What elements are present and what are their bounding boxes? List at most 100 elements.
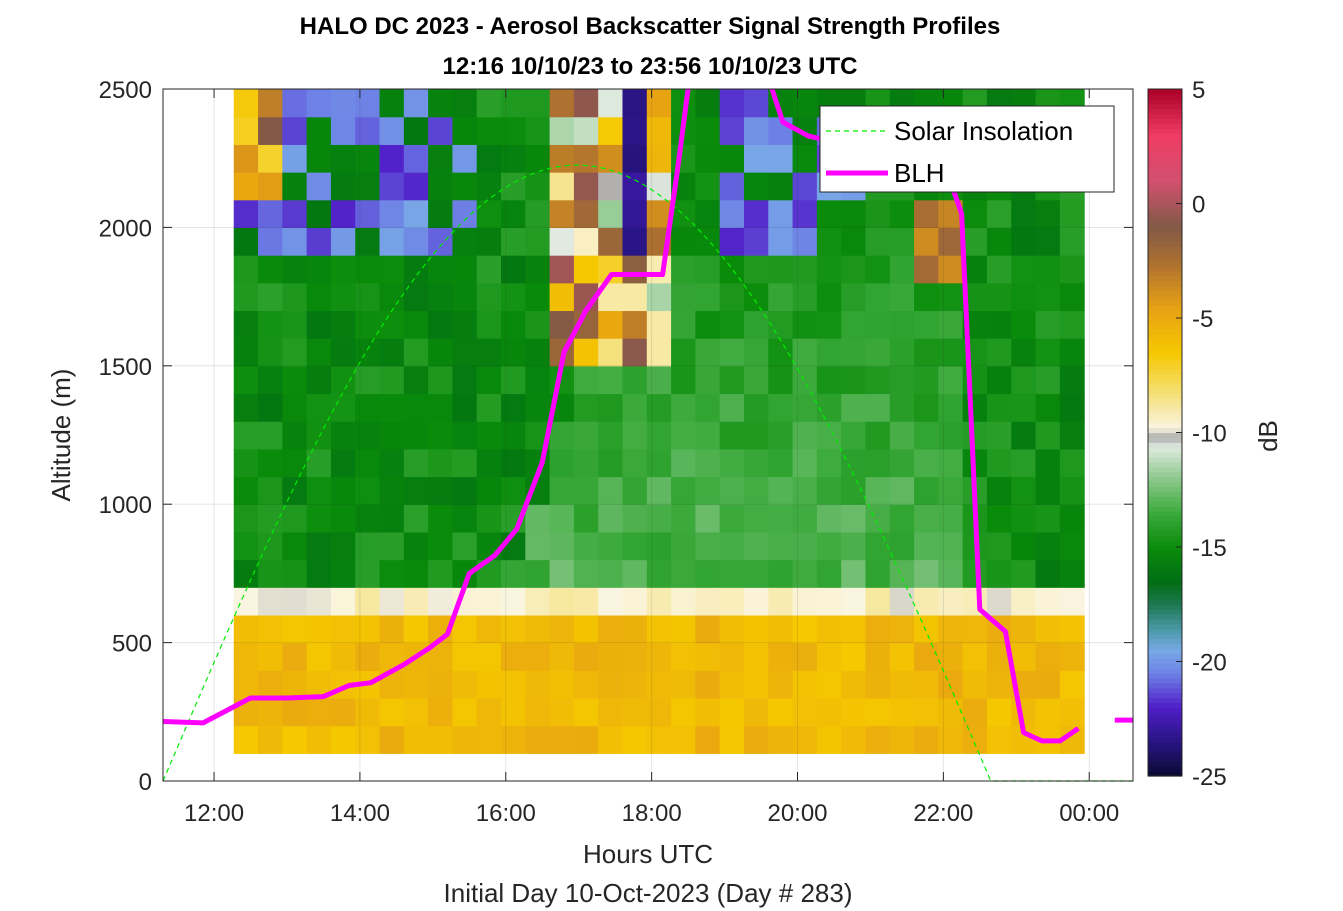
colorbar-cell (1148, 250, 1182, 257)
heatmap-cell (1059, 670, 1085, 699)
heatmap-cell (403, 172, 429, 201)
heatmap-cell (622, 587, 648, 616)
heatmap-cell (792, 199, 818, 228)
heatmap-cell (695, 227, 721, 256)
heatmap-cell (525, 144, 551, 173)
heatmap-cell (768, 670, 794, 699)
heatmap-cell (695, 144, 721, 173)
heatmap-cell (598, 89, 624, 118)
heatmap-cell (816, 531, 842, 561)
heatmap-cell (671, 255, 696, 284)
heatmap-cell (306, 338, 332, 367)
heatmap-cell (743, 587, 769, 616)
heatmap-cell (525, 227, 551, 256)
heatmap-cell (914, 614, 939, 644)
heatmap-cell (1059, 282, 1085, 312)
heatmap-cell (233, 199, 259, 228)
heatmap-cell (889, 531, 915, 561)
heatmap-cell (768, 531, 794, 561)
heatmap-cell (865, 448, 891, 478)
heatmap-cell (258, 642, 283, 671)
colorbar-cell (1148, 123, 1182, 129)
heatmap-cell (233, 614, 259, 644)
heatmap-cell (306, 89, 332, 118)
heatmap-cell (1035, 365, 1061, 395)
colorbar-cell (1148, 491, 1182, 497)
heatmap-cell (330, 116, 356, 145)
heatmap-cell (282, 338, 308, 367)
heatmap-cell (914, 421, 939, 450)
heatmap-cell (646, 448, 672, 478)
heatmap-cell (330, 725, 356, 754)
colorbar-cell (1148, 756, 1182, 762)
heatmap-cell (841, 199, 867, 228)
heatmap-cell (841, 255, 867, 284)
heatmap-cell (743, 697, 769, 727)
colorbar-tick-label: -5 (1192, 306, 1213, 333)
heatmap-cell (306, 365, 332, 395)
heatmap-cell (719, 614, 745, 644)
x-axis-sublabel: Initial Day 10-Oct-2023 (Day # 283) (444, 878, 853, 908)
heatmap-cell (525, 89, 551, 118)
heatmap-cell (768, 255, 794, 284)
colorbar-cell (1148, 177, 1182, 183)
colorbar-cell (1148, 731, 1182, 738)
colorbar-cell (1148, 172, 1182, 178)
heatmap-cell (573, 697, 599, 727)
heatmap-cell (816, 697, 842, 727)
colorbar-cell (1148, 628, 1182, 635)
heatmap-cell (330, 227, 356, 256)
colorbar-cell (1148, 201, 1182, 208)
heatmap-cell (622, 393, 648, 422)
heatmap-cell (355, 172, 381, 201)
heatmap-cell (258, 255, 283, 284)
blh-line (769, 88, 1080, 744)
heatmap-cell (719, 697, 745, 727)
heatmap-cell (671, 421, 696, 450)
heatmap-cell (598, 421, 624, 450)
heatmap-cell (646, 614, 672, 644)
heatmap-cell (355, 531, 381, 561)
heatmap-cell (719, 448, 745, 478)
heatmap-cell (1059, 365, 1085, 395)
heatmap-cell (768, 365, 794, 395)
heatmap-cell (598, 642, 624, 671)
heatmap-cell (719, 116, 745, 145)
heatmap-cell (379, 338, 405, 367)
heatmap-cell (914, 199, 939, 228)
heatmap-cell (938, 670, 964, 699)
heatmap-cell (403, 504, 429, 533)
heatmap-cell (1035, 697, 1061, 727)
colorbar-cell (1148, 618, 1182, 625)
heatmap-cell (889, 670, 915, 699)
heatmap-cell (1011, 282, 1037, 312)
gridlines (163, 88, 1133, 782)
heatmap-cell (330, 255, 356, 284)
y-axis: 0 500 1000 1500 2000 2500 (99, 77, 1133, 796)
heatmap-cell (816, 421, 842, 450)
heatmap-cell (938, 531, 964, 561)
heatmap-cell (282, 587, 308, 616)
heatmap-cell (646, 393, 672, 422)
heatmap-cell (573, 587, 599, 616)
colorbar-cell (1148, 211, 1182, 218)
heatmap-cell (986, 559, 1012, 588)
heatmap-cell (428, 144, 454, 173)
heatmap-cell (671, 642, 696, 671)
heatmap-cell (355, 338, 381, 367)
heatmap-cell (646, 559, 672, 588)
heatmap-cell (403, 338, 429, 367)
heatmap-cell (549, 559, 575, 588)
heatmap-cell (719, 282, 745, 312)
colorbar-cell (1148, 614, 1182, 620)
heatmap-cell (549, 670, 575, 699)
colorbar-cell (1148, 152, 1182, 159)
heatmap-cell (573, 670, 599, 699)
heatmap-cell (816, 310, 842, 339)
colorbar-cell (1148, 746, 1182, 753)
heatmap-cell (330, 614, 356, 644)
heatmap-cell (258, 89, 283, 118)
heatmap-cell (476, 531, 502, 561)
colorbar-cell (1148, 692, 1182, 699)
heatmap-cell (1035, 587, 1061, 616)
